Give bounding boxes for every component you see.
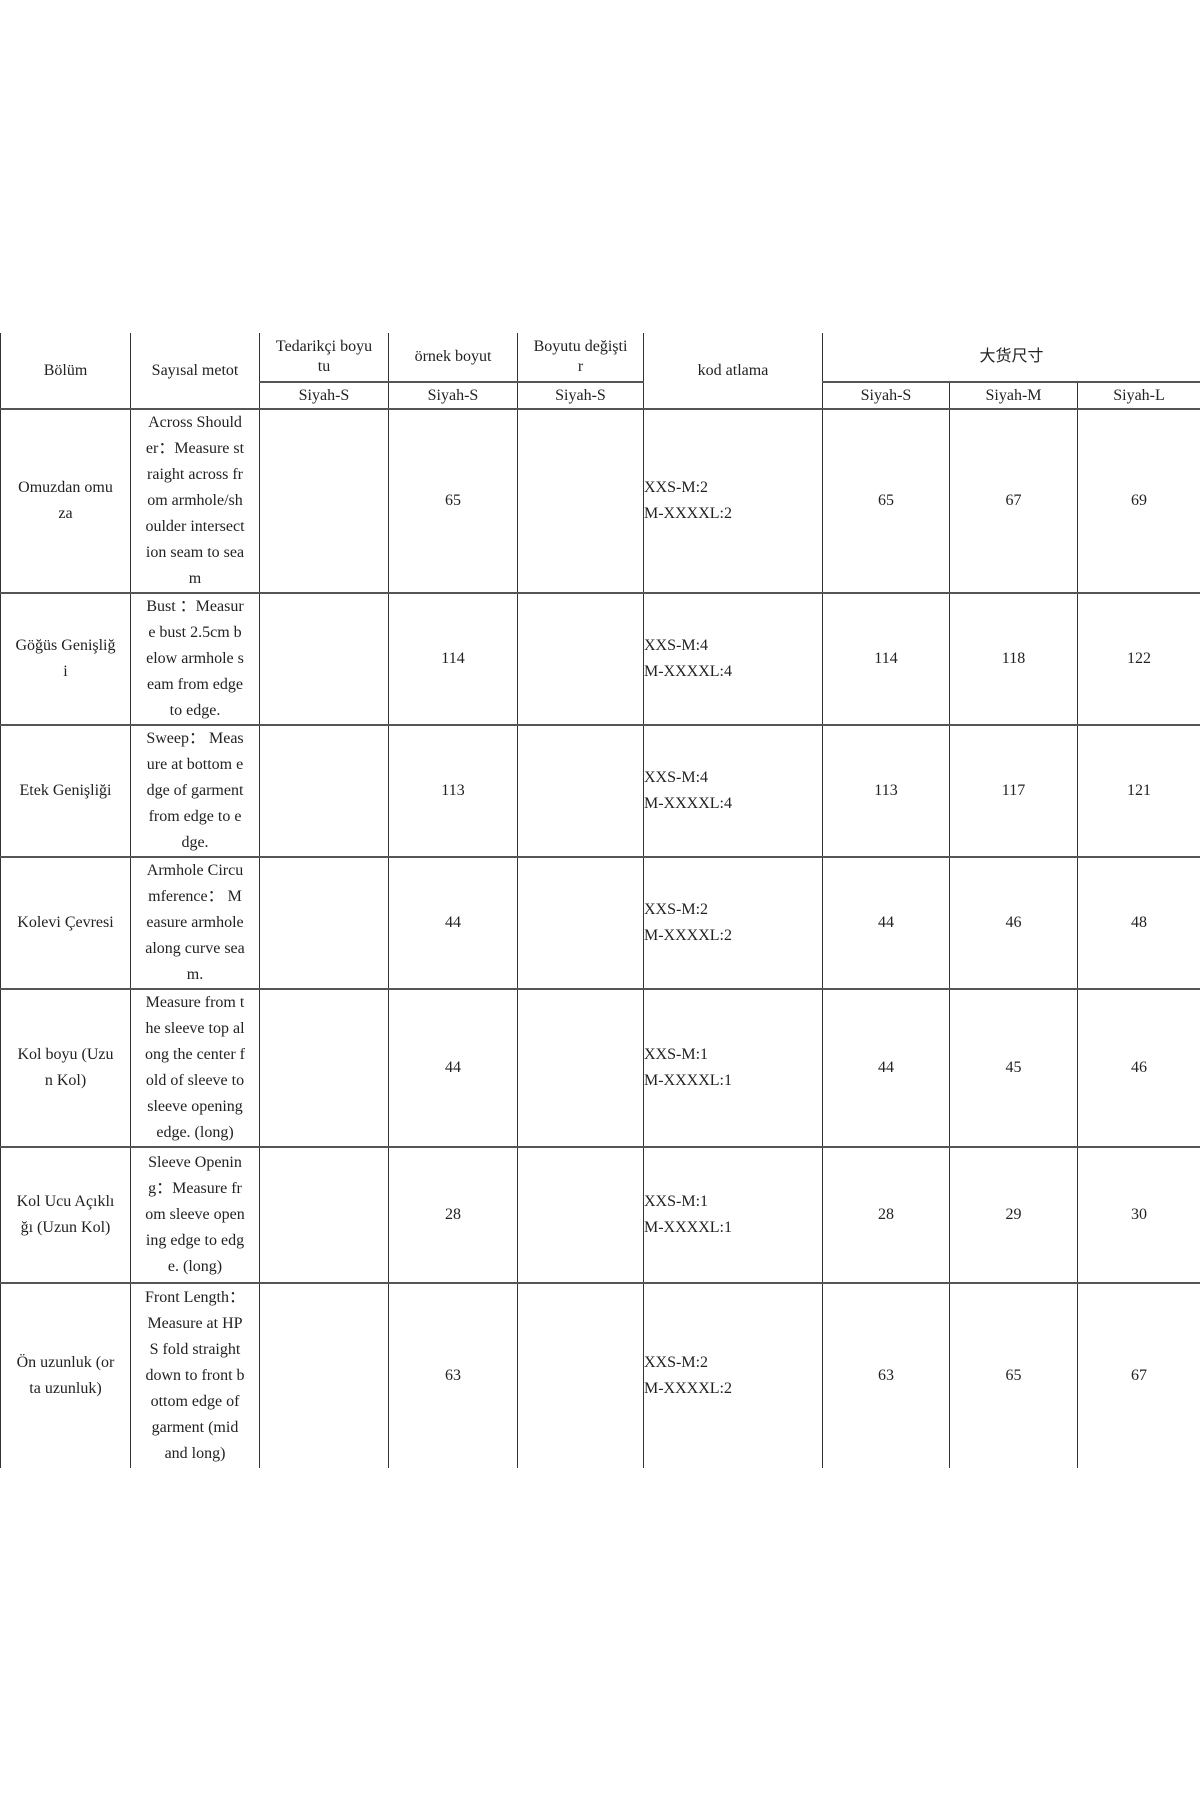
cell-code-skip: XXS-M:1 M-XXXXL:1 <box>643 988 823 1148</box>
cell-bulk-m: 29 <box>949 1146 1078 1284</box>
cell-bulk-m: 118 <box>949 592 1078 726</box>
cell-sample-size: 44 <box>388 988 518 1148</box>
table-row: Kolevi Çevresi Armhole Circu mference： M … <box>0 856 1200 990</box>
cell-bulk-m: 46 <box>949 856 1078 990</box>
size-chart-table: Bölüm Sayısal metot Tedarikçi boyu tu ör… <box>0 333 1200 1468</box>
cell-bulk-m: 45 <box>949 988 1078 1148</box>
cell-bulk-s: 44 <box>822 988 950 1148</box>
cell-bulk-s: 63 <box>822 1282 950 1468</box>
cell-size-change <box>517 856 644 990</box>
subheader-row: Siyah-S Siyah-S Siyah-S Siyah-S Siyah-M … <box>1 381 1200 410</box>
cell-method: Sleeve Openin g：Measure fr om sleeve ope… <box>130 1146 260 1284</box>
cell-section: Kolevi Çevresi <box>0 856 131 990</box>
cell-bulk-s: 114 <box>822 592 950 726</box>
cell-size-change <box>517 408 644 594</box>
cell-supplier-size <box>259 592 389 726</box>
cell-bulk-m: 117 <box>949 724 1078 858</box>
subheader-bulk-s: Siyah-S <box>822 381 950 410</box>
table-row: Kol boyu (Uzu n Kol) Measure from t he sl… <box>0 988 1200 1148</box>
cell-bulk-l: 122 <box>1077 592 1200 726</box>
cell-method: Sweep： Meas ure at bottom e dge of garme… <box>130 724 260 858</box>
cell-sample-size: 44 <box>388 856 518 990</box>
header-bulk-size: 大货尺寸 <box>822 333 1200 383</box>
cell-bulk-l: 121 <box>1077 724 1200 858</box>
cell-supplier-size <box>259 1282 389 1468</box>
header-section: Bölüm <box>0 333 131 410</box>
cell-code-skip: XXS-M:4 M-XXXXL:4 <box>643 592 823 726</box>
cell-sample-size: 28 <box>388 1146 518 1284</box>
cell-sample-size: 63 <box>388 1282 518 1468</box>
cell-supplier-size <box>259 724 389 858</box>
cell-method: Bust ：Measur e bust 2.5cm b elow armhole… <box>130 592 260 726</box>
cell-supplier-size <box>259 856 389 990</box>
table-row: Göğüs Genişliğ i Bust ：Measur e bust 2.5c… <box>0 592 1200 726</box>
cell-bulk-s: 65 <box>822 408 950 594</box>
cell-supplier-size <box>259 408 389 594</box>
subheader-change: Siyah-S <box>517 381 644 410</box>
table-row: Etek Genişliği Sweep： Meas ure at bottom … <box>0 724 1200 858</box>
cell-bulk-l: 67 <box>1077 1282 1200 1468</box>
cell-method: Measure from t he sleeve top al ong the … <box>130 988 260 1148</box>
table-row: Kol Ucu Açıklı ğı (Uzun Kol) Sleeve Openi… <box>0 1146 1200 1284</box>
cell-method: Front Length： Measure at HP S fold strai… <box>130 1282 260 1468</box>
cell-code-skip: XXS-M:1 M-XXXXL:1 <box>643 1146 823 1284</box>
cell-section: Ön uzunluk (or ta uzunluk) <box>0 1282 131 1468</box>
cell-code-skip: XXS-M:2 M-XXXXL:2 <box>643 856 823 990</box>
header-method: Sayısal metot <box>130 333 260 410</box>
cell-section: Kol boyu (Uzu n Kol) <box>0 988 131 1148</box>
cell-supplier-size <box>259 988 389 1148</box>
cell-size-change <box>517 592 644 726</box>
table-row: Ön uzunluk (or ta uzunluk) Front Length： … <box>0 1282 1200 1468</box>
cell-bulk-l: 48 <box>1077 856 1200 990</box>
header-supplier-size: Tedarikçi boyu tu <box>259 333 389 383</box>
cell-method: Armhole Circu mference： M easure armhole… <box>130 856 260 990</box>
header-code-skip: kod atlama <box>643 333 823 410</box>
cell-bulk-l: 69 <box>1077 408 1200 594</box>
cell-section: Kol Ucu Açıklı ğı (Uzun Kol) <box>0 1146 131 1284</box>
subheader-supplier: Siyah-S <box>259 381 389 410</box>
cell-section: Etek Genişliği <box>0 724 131 858</box>
cell-section: Omuzdan omu za <box>0 408 131 594</box>
cell-size-change <box>517 1282 644 1468</box>
cell-section: Göğüs Genişliğ i <box>0 592 131 726</box>
cell-bulk-s: 113 <box>822 724 950 858</box>
cell-bulk-s: 44 <box>822 856 950 990</box>
header-size-change: Boyutu değişti r <box>517 333 644 383</box>
header-row: Bölüm Sayısal metot Tedarikçi boyu tu ör… <box>0 333 1200 410</box>
cell-supplier-size <box>259 1146 389 1284</box>
cell-bulk-l: 46 <box>1077 988 1200 1148</box>
cell-method: Across Should er：Measure st raight acros… <box>130 408 260 594</box>
cell-bulk-l: 30 <box>1077 1146 1200 1284</box>
cell-size-change <box>517 988 644 1148</box>
cell-bulk-s: 28 <box>822 1146 950 1284</box>
subheader-bulk-m: Siyah-M <box>949 381 1078 410</box>
subheader-bulk-l: Siyah-L <box>1077 381 1200 410</box>
cell-size-change <box>517 1146 644 1284</box>
cell-bulk-m: 65 <box>949 1282 1078 1468</box>
cell-bulk-m: 67 <box>949 408 1078 594</box>
cell-sample-size: 114 <box>388 592 518 726</box>
cell-code-skip: XXS-M:4 M-XXXXL:4 <box>643 724 823 858</box>
cell-code-skip: XXS-M:2 M-XXXXL:2 <box>643 408 823 594</box>
cell-sample-size: 113 <box>388 724 518 858</box>
cell-code-skip: XXS-M:2 M-XXXXL:2 <box>643 1282 823 1468</box>
cell-size-change <box>517 724 644 858</box>
table-row: Omuzdan omu za Across Should er：Measure s… <box>0 408 1200 594</box>
subheader-sample: Siyah-S <box>388 381 518 410</box>
header-sample-size: örnek boyut <box>388 333 518 383</box>
cell-sample-size: 65 <box>388 408 518 594</box>
